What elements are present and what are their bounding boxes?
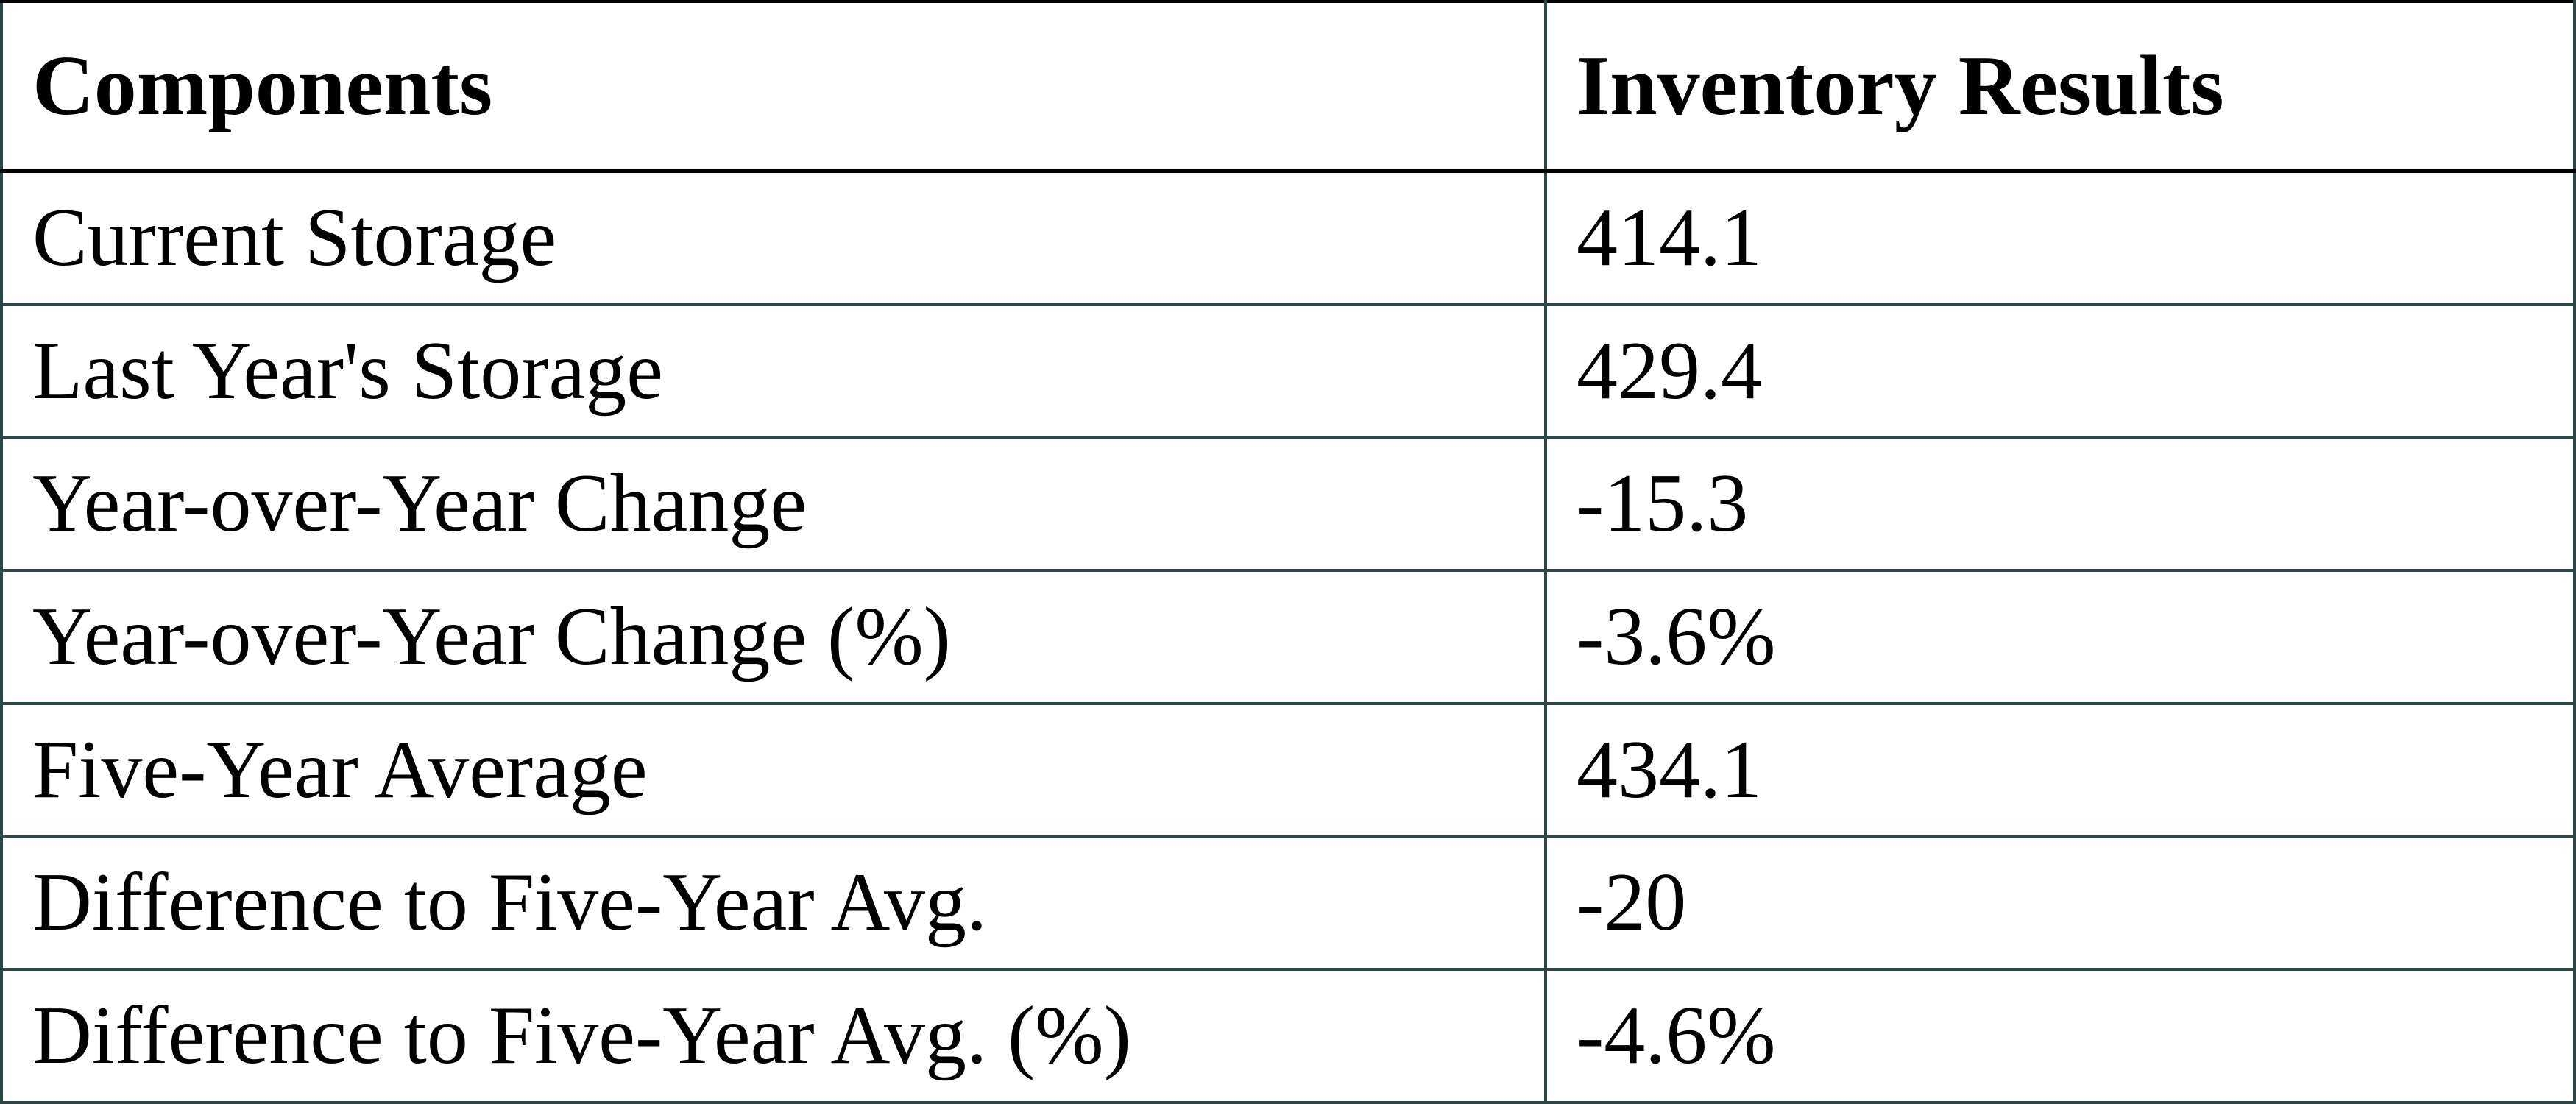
component-cell: Last Year's Storage: [0, 302, 1547, 439]
table-row: Current Storage 414.1: [0, 169, 2576, 306]
table-row: Five-Year Average 434.1: [0, 701, 2576, 838]
result-cell: 414.1: [1544, 169, 2576, 306]
header-cell: Inventory Results: [1544, 0, 2576, 173]
table-row: Year-over-Year Change -15.3: [0, 436, 2576, 573]
result-cell: 429.4: [1544, 302, 2576, 439]
result-cell: -20: [1544, 835, 2576, 972]
table-row: Last Year's Storage 429.4: [0, 302, 2576, 439]
table-body: Current Storage 414.1 Last Year's Storage 4…: [0, 169, 2576, 1104]
table-row: Difference to Five-Year Avg. -20: [0, 835, 2576, 972]
result-cell: 434.1: [1544, 701, 2576, 838]
table-row: Difference to Five-Year Avg. (%) -4.6%: [0, 968, 2576, 1104]
table-header: Components Inventory Results: [0, 0, 2576, 173]
header-cell: Components: [0, 0, 1547, 173]
component-cell: Year-over-Year Change (%): [0, 569, 1547, 705]
result-cell: -15.3: [1544, 436, 2576, 573]
result-cell: -3.6%: [1544, 569, 2576, 705]
component-cell: Five-Year Average: [0, 701, 1547, 838]
result-cell: -4.6%: [1544, 968, 2576, 1104]
component-cell: Current Storage: [0, 169, 1547, 306]
component-cell: Difference to Five-Year Avg. (%): [0, 968, 1547, 1104]
component-cell: Difference to Five-Year Avg.: [0, 835, 1547, 972]
header-row: Components Inventory Results: [0, 0, 2576, 173]
table-row: Year-over-Year Change (%) -3.6%: [0, 569, 2576, 705]
component-cell: Year-over-Year Change: [0, 436, 1547, 573]
